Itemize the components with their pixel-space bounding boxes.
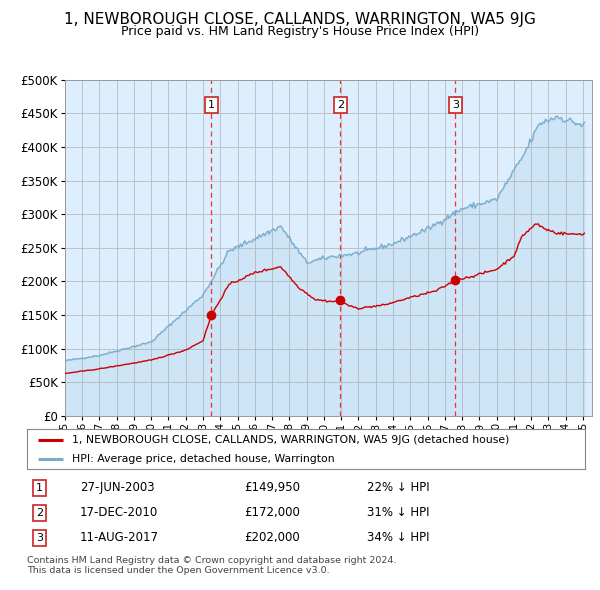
Text: £202,000: £202,000: [245, 531, 301, 544]
Text: Contains HM Land Registry data © Crown copyright and database right 2024.
This d: Contains HM Land Registry data © Crown c…: [27, 556, 397, 575]
Text: HPI: Average price, detached house, Warrington: HPI: Average price, detached house, Warr…: [71, 454, 334, 464]
Text: Price paid vs. HM Land Registry's House Price Index (HPI): Price paid vs. HM Land Registry's House …: [121, 25, 479, 38]
Text: 17-DEC-2010: 17-DEC-2010: [80, 506, 158, 519]
Text: 1: 1: [208, 100, 215, 110]
Text: 1, NEWBOROUGH CLOSE, CALLANDS, WARRINGTON, WA5 9JG: 1, NEWBOROUGH CLOSE, CALLANDS, WARRINGTO…: [64, 12, 536, 27]
Text: 11-AUG-2017: 11-AUG-2017: [80, 531, 159, 544]
Text: 1: 1: [36, 483, 43, 493]
Text: 3: 3: [36, 533, 43, 543]
Text: 34% ↓ HPI: 34% ↓ HPI: [367, 531, 430, 544]
Text: 1, NEWBOROUGH CLOSE, CALLANDS, WARRINGTON, WA5 9JG (detached house): 1, NEWBOROUGH CLOSE, CALLANDS, WARRINGTO…: [71, 435, 509, 445]
Text: 31% ↓ HPI: 31% ↓ HPI: [367, 506, 430, 519]
Text: 27-JUN-2003: 27-JUN-2003: [80, 481, 155, 494]
Text: £149,950: £149,950: [245, 481, 301, 494]
Text: 22% ↓ HPI: 22% ↓ HPI: [367, 481, 430, 494]
Text: 2: 2: [36, 508, 43, 517]
Text: £172,000: £172,000: [245, 506, 301, 519]
Text: 2: 2: [337, 100, 344, 110]
Text: 3: 3: [452, 100, 459, 110]
